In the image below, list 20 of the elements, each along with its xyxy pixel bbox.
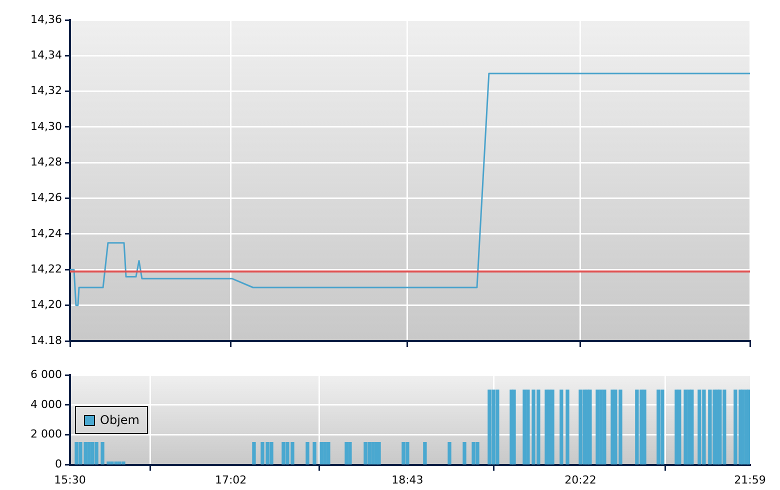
y-tick-label: 14,36 <box>30 12 62 26</box>
x-tick-label: 15:30 <box>54 473 86 486</box>
y-tick-label: 6 000 <box>30 368 62 381</box>
y-tick-label: 14,30 <box>30 120 62 133</box>
y-tick-label: 14,34 <box>30 48 62 62</box>
x-tick-label: 21:59 <box>734 473 766 486</box>
y-tick-label: 4 000 <box>30 398 62 411</box>
x-tick-label: 20:22 <box>564 473 596 486</box>
y-tick-label: 2 000 <box>30 428 62 441</box>
x-tick-label: 18:43 <box>392 473 424 486</box>
y-tick-label: 14,20 <box>30 298 62 312</box>
y-tick-label: 0 <box>55 458 62 471</box>
y-tick-label: 14,28 <box>30 156 62 169</box>
x-tick-label: 17:02 <box>214 473 247 486</box>
y-tick-label: 14,22 <box>30 262 62 276</box>
series-label: Objem <box>100 413 140 428</box>
y-tick-label: 14,24 <box>30 226 62 240</box>
y-tick-label: 14.18 <box>30 334 62 347</box>
y-tick-label: 14,32 <box>30 84 62 98</box>
y-tick-label: 14,26 <box>30 191 62 204</box>
